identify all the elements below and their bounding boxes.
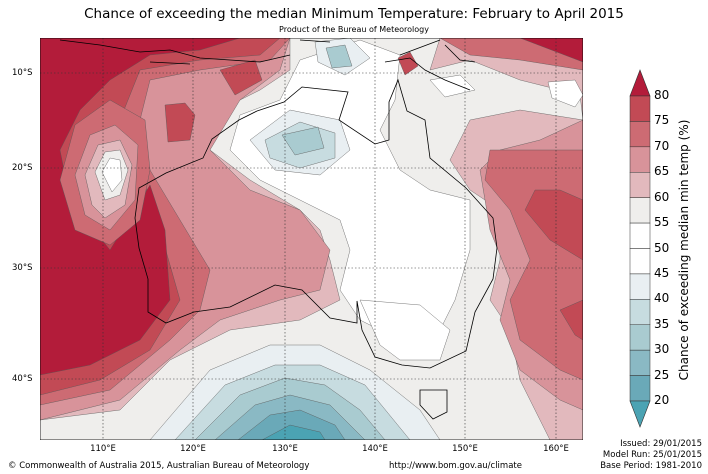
lon-tick: 130°E — [272, 444, 298, 454]
contour-75-se — [559, 299, 583, 341]
australia-coastline — [134, 78, 498, 369]
probability-map — [40, 38, 583, 440]
chart-subtitle: Product of the Bureau of Meteorology — [279, 25, 429, 34]
colorbar-tick: 20 — [654, 393, 670, 407]
colorbar-segment — [629, 299, 651, 325]
colorbar-tick: 50 — [654, 240, 670, 255]
colorbar-extend-min — [629, 400, 651, 428]
contour-white-ne — [429, 74, 583, 108]
source-link[interactable]: http://www.bom.gov.au/climate — [389, 461, 522, 471]
coastline — [59, 39, 498, 420]
colorbar-segment — [629, 222, 651, 249]
colorbar-tick: 60 — [654, 189, 670, 204]
contour-75-nw — [219, 59, 263, 96]
contour-below20-south — [261, 424, 326, 440]
colorbar-segment — [629, 273, 651, 300]
contour-30-north — [281, 126, 325, 156]
lon-tick: 110°E — [90, 444, 116, 454]
lat-tick: 30°S — [12, 263, 33, 273]
colorbar — [629, 69, 651, 428]
colorbar-segment — [629, 349, 651, 376]
base-period: Base Period: 1981-2010 — [600, 461, 702, 471]
colorbar-segment — [629, 172, 651, 198]
model-run-date: Model Run: 25/01/2015 — [602, 450, 702, 460]
colorbar-tick: 25 — [654, 367, 670, 382]
chart-title: Chance of exceeding the median Minimum T… — [84, 6, 624, 22]
colorbar-segment — [629, 121, 651, 148]
contour-50-se — [359, 299, 451, 361]
lat-tick: 10°S — [12, 68, 33, 78]
contour-75-north — [164, 102, 196, 143]
issued-date: Issued: 29/01/2015 — [620, 439, 702, 449]
colorbar-segment — [629, 146, 651, 173]
contour-30-top — [325, 44, 353, 69]
colorbar-segment — [629, 375, 651, 402]
lat-tick: 40°S — [12, 374, 33, 384]
indonesia-coastline — [59, 39, 331, 65]
colorbar-tick: 80 — [654, 88, 670, 102]
colorbar-segment — [629, 95, 651, 122]
tasmania-coastline — [419, 389, 448, 420]
graticule — [40, 38, 583, 440]
lon-tick: 160°E — [543, 444, 569, 454]
contour-55-east — [40, 38, 583, 440]
issue-info: Issued: 29/01/2015 Model Run: 25/01/2015… — [600, 439, 702, 472]
colorbar-tick: 55 — [654, 215, 670, 230]
png-coastline — [384, 39, 476, 91]
contour-75-png — [397, 51, 419, 76]
colorbar-segment — [629, 197, 651, 224]
contour-75-east — [524, 189, 583, 261]
copyright-text: © Commonwealth of Australia 2015, Austra… — [8, 461, 310, 471]
colorbar-tick: 65 — [654, 164, 670, 179]
lat-tick: 20°S — [12, 163, 33, 173]
colorbar-tick: 30 — [654, 342, 670, 357]
colorbar-label: Chance of exceeding median min temp (%) — [677, 119, 691, 381]
lon-tick: 140°E — [362, 444, 388, 454]
colorbar-segment — [629, 248, 651, 275]
colorbar-extend-max — [629, 69, 651, 97]
contour-50-inner — [101, 157, 123, 193]
colorbar-tick: 70 — [654, 138, 670, 153]
colorbar-tick: 35 — [654, 316, 670, 331]
colorbar-tick: 75 — [654, 113, 670, 128]
lon-tick: 150°E — [452, 444, 478, 454]
colorbar-segment — [629, 324, 651, 351]
lon-tick: 120°E — [180, 444, 206, 454]
colorbar-tick: 40 — [654, 291, 670, 306]
colorbar-tick: 45 — [654, 265, 670, 280]
contour-70-ne — [439, 38, 583, 71]
